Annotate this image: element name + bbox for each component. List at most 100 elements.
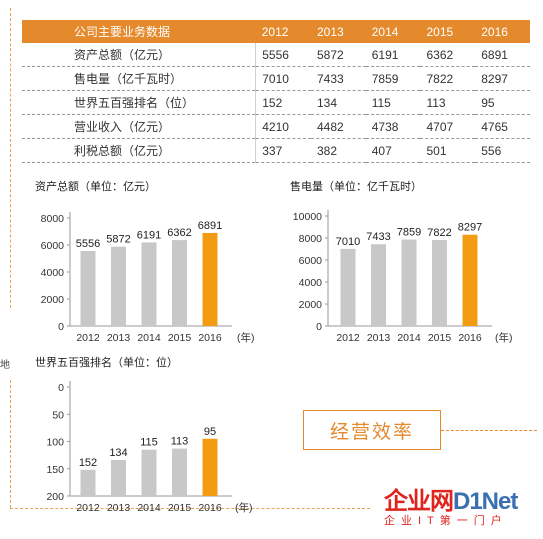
table-cell: 7859 — [365, 66, 421, 91]
data-label: 6191 — [137, 229, 161, 241]
table-row: 资产总额（亿元） 5556 5872 6191 6362 6891 — [22, 43, 530, 67]
data-label: 7010 — [336, 236, 360, 248]
y-tick-label: 2000 — [299, 299, 323, 311]
data-label: 6891 — [198, 220, 222, 232]
chart-title: 世界五百强排名（单位：位） — [35, 355, 178, 369]
bar — [141, 449, 157, 496]
bar — [111, 246, 126, 326]
bar — [202, 438, 218, 496]
table-header-year: 2013 — [310, 20, 366, 43]
bar — [172, 240, 187, 326]
watermark-title: 企业网D1Net — [384, 488, 518, 515]
table-cell: 407 — [365, 138, 421, 163]
data-label: 7859 — [397, 227, 421, 239]
data-label: 134 — [109, 447, 127, 459]
table-cell: 134 — [310, 90, 366, 115]
data-label: 115 — [140, 437, 158, 449]
x-tick-label: 2016 — [458, 332, 482, 344]
table-cell: 337 — [255, 138, 311, 163]
y-tick-label: 10000 — [293, 211, 322, 223]
table-cell: 115 — [365, 90, 421, 115]
table-row: 营业收入（亿元） 4210 4482 4738 4707 4765 — [22, 114, 530, 139]
x-unit-label: (年) — [235, 501, 253, 514]
bar — [432, 239, 447, 326]
bar — [462, 234, 478, 326]
x-tick-label: 2014 — [137, 332, 161, 344]
y-tick-label: 100 — [46, 437, 64, 449]
table-header-year: 2015 — [420, 20, 476, 43]
table-cell: 5556 — [255, 43, 311, 67]
bar — [172, 448, 187, 496]
badge-connector-line — [441, 430, 537, 431]
watermark-logo: 企业网D1Net 企业IT第一门户 — [384, 488, 518, 528]
watermark-subtitle: 企业IT第一门户 — [384, 515, 508, 527]
side-character: 地 — [0, 360, 10, 371]
business-data-table: 公司主要业务数据 2012 2013 2014 2015 2016 资产总额（亿… — [22, 20, 530, 163]
chart-title: 资产总额（单位：亿元） — [35, 179, 156, 193]
chart-title: 售电量（单位：亿千瓦时） — [290, 179, 422, 193]
table-header-year: 2016 — [475, 20, 530, 43]
table-cell: 4738 — [365, 114, 421, 139]
x-tick-label: 2012 — [336, 332, 360, 344]
row-label: 营业收入（亿元） — [22, 114, 257, 139]
section-badge: 经营效率 — [303, 410, 441, 450]
table-cell: 501 — [420, 138, 476, 163]
x-tick-label: 2015 — [168, 332, 192, 344]
table-cell: 8297 — [475, 66, 530, 91]
table-cell: 4765 — [475, 114, 530, 139]
frame-dashed-bottom — [10, 508, 370, 509]
x-tick-label: 2014 — [137, 502, 161, 514]
bar — [80, 250, 96, 326]
data-label: 152 — [79, 457, 97, 469]
frame-dashed-left — [10, 8, 11, 308]
bar — [80, 469, 96, 496]
table-row: 售电量（亿千瓦时） 7010 7433 7859 7822 8297 — [22, 66, 530, 91]
y-tick-label: 200 — [46, 491, 64, 503]
table-cell: 7010 — [255, 66, 311, 91]
table-header-title: 公司主要业务数据 — [22, 20, 256, 43]
table-cell: 7822 — [420, 66, 476, 91]
frame-dashed-left-lower — [10, 380, 11, 508]
table-header-year: 2014 — [365, 20, 421, 43]
bar — [340, 248, 356, 326]
bar — [401, 239, 417, 326]
y-tick-label: 2000 — [41, 294, 65, 306]
table-cell: 5872 — [310, 43, 366, 67]
table-cell: 6891 — [475, 43, 530, 67]
table-cell: 6191 — [365, 43, 421, 67]
x-tick-label: 2014 — [397, 332, 421, 344]
bar — [141, 242, 157, 326]
y-tick-label: 0 — [58, 382, 64, 394]
data-label: 6362 — [167, 227, 191, 239]
x-tick-label: 2016 — [198, 502, 222, 514]
bar — [202, 232, 218, 326]
data-label: 113 — [171, 436, 189, 448]
x-tick-label: 2013 — [367, 332, 391, 344]
x-tick-label: 2012 — [76, 502, 100, 514]
x-tick-label: 2015 — [168, 502, 192, 514]
table-cell: 152 — [255, 90, 311, 115]
table-cell: 382 — [310, 138, 366, 163]
data-label: 8297 — [458, 222, 482, 234]
row-label: 资产总额（亿元） — [22, 43, 257, 67]
y-tick-label: 8000 — [299, 233, 323, 245]
y-tick-label: 4000 — [299, 277, 323, 289]
data-label: 7822 — [427, 227, 451, 239]
y-tick-label: 4000 — [41, 267, 65, 279]
table-cell: 4482 — [310, 114, 366, 139]
table-cell: 4707 — [420, 114, 476, 139]
watermark-title-en: D1Net — [453, 488, 518, 515]
table-cell: 113 — [420, 90, 476, 115]
table-cell: 4210 — [255, 114, 311, 139]
x-tick-label: 2016 — [198, 332, 222, 344]
row-label: 售电量（亿千瓦时） — [22, 66, 257, 91]
table-cell: 6362 — [420, 43, 476, 67]
y-tick-label: 50 — [52, 409, 64, 421]
row-label: 世界五百强排名（位） — [22, 90, 257, 115]
table-row: 利税总额（亿元） 337 382 407 501 556 — [22, 138, 530, 163]
